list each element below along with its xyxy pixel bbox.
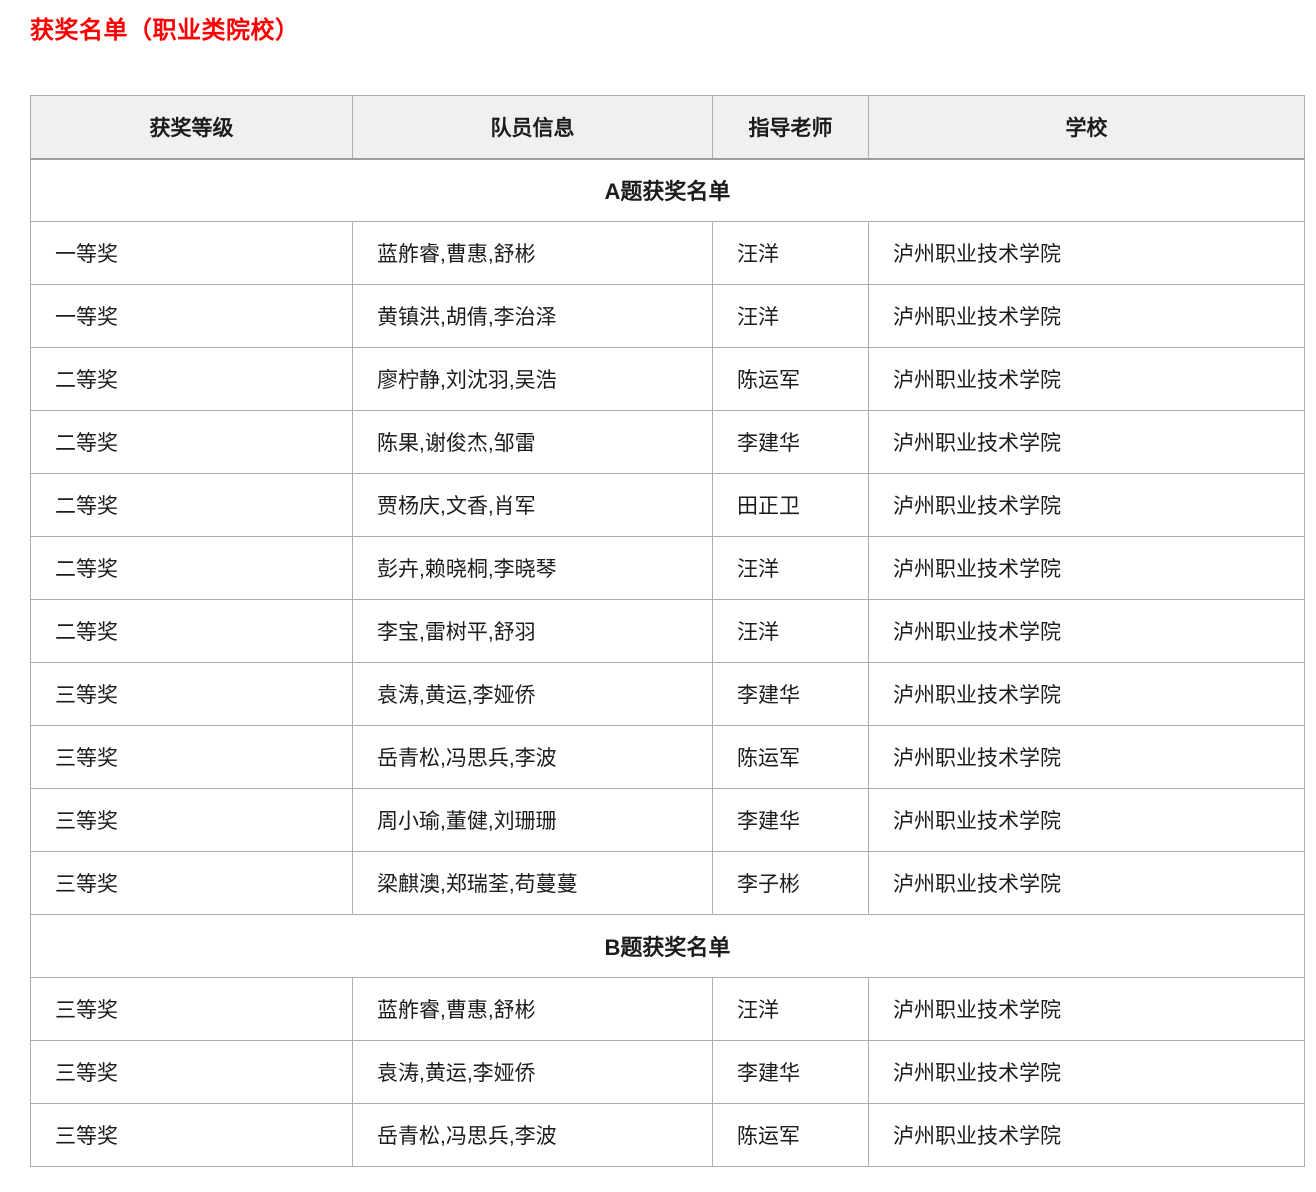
page-title: 获奖名单（职业类院校） — [30, 17, 300, 44]
award-level-cell: 三等奖 — [30, 1040, 353, 1104]
school-cell: 泸州职业技术学院 — [868, 788, 1305, 852]
award-level-cell: 三等奖 — [30, 725, 353, 789]
team-members-cell: 彭卉,赖晓桐,李晓琴 — [352, 536, 713, 600]
advisor-cell: 陈运军 — [712, 725, 869, 789]
school-cell: 泸州职业技术学院 — [868, 347, 1305, 411]
award-level-cell: 三等奖 — [30, 977, 353, 1041]
awards-table-body: A题获奖名单 一等奖 蓝舴睿,曹惠,舒彬 汪洋 泸州职业技术学院 一等奖 黄镇洪,胡倩,李治… — [30, 158, 1305, 1167]
table-row: 三等奖 蓝舴睿,曹惠,舒彬 汪洋 泸州职业技术学院 — [30, 977, 1305, 1041]
award-level-cell: 二等奖 — [30, 410, 353, 474]
team-members-cell: 陈果,谢俊杰,邹雷 — [352, 410, 713, 474]
table-row: 一等奖 黄镇洪,胡倩,李治泽 汪洋 泸州职业技术学院 — [30, 284, 1305, 348]
team-members-cell: 蓝舴睿,曹惠,舒彬 — [352, 221, 713, 285]
school-cell: 泸州职业技术学院 — [868, 1040, 1305, 1104]
column-header: 获奖等级 — [30, 95, 353, 160]
section-row: B题获奖名单 — [30, 914, 1305, 978]
table-row: 二等奖 贾杨庆,文香,肖军 田正卫 泸州职业技术学院 — [30, 473, 1305, 537]
award-level-cell: 二等奖 — [30, 473, 353, 537]
table-row: 二等奖 彭卉,赖晓桐,李晓琴 汪洋 泸州职业技术学院 — [30, 536, 1305, 600]
school-cell: 泸州职业技术学院 — [868, 662, 1305, 726]
advisor-cell: 汪洋 — [712, 536, 869, 600]
award-level-cell: 三等奖 — [30, 1103, 353, 1167]
team-members-cell: 蓝舴睿,曹惠,舒彬 — [352, 977, 713, 1041]
table-row: 三等奖 袁涛,黄运,李娅侨 李建华 泸州职业技术学院 — [30, 1040, 1305, 1104]
advisor-cell: 李建华 — [712, 788, 869, 852]
team-members-cell: 袁涛,黄运,李娅侨 — [352, 1040, 713, 1104]
school-cell: 泸州职业技术学院 — [868, 599, 1305, 663]
table-row: 三等奖 岳青松,冯思兵,李波 陈运军 泸州职业技术学院 — [30, 725, 1305, 789]
team-members-cell: 袁涛,黄运,李娅侨 — [352, 662, 713, 726]
award-level-cell: 二等奖 — [30, 536, 353, 600]
advisor-cell: 田正卫 — [712, 473, 869, 537]
advisor-cell: 李建华 — [712, 1040, 869, 1104]
award-level-cell: 一等奖 — [30, 284, 353, 348]
award-level-cell: 二等奖 — [30, 599, 353, 663]
advisor-cell: 汪洋 — [712, 599, 869, 663]
award-level-cell: 一等奖 — [30, 221, 353, 285]
school-cell: 泸州职业技术学院 — [868, 536, 1305, 600]
school-cell: 泸州职业技术学院 — [868, 410, 1305, 474]
advisor-cell: 李建华 — [712, 662, 869, 726]
table-row: 二等奖 陈果,谢俊杰,邹雷 李建华 泸州职业技术学院 — [30, 410, 1305, 474]
school-cell: 泸州职业技术学院 — [868, 1103, 1305, 1167]
team-members-cell: 周小瑜,董健,刘珊珊 — [352, 788, 713, 852]
section-row: A题获奖名单 — [30, 158, 1305, 222]
award-level-cell: 三等奖 — [30, 851, 353, 915]
table-row: 三等奖 岳青松,冯思兵,李波 陈运军 泸州职业技术学院 — [30, 1103, 1305, 1167]
table-row: 二等奖 李宝,雷树平,舒羽 汪洋 泸州职业技术学院 — [30, 599, 1305, 663]
column-header: 队员信息 — [352, 95, 713, 160]
team-members-cell: 贾杨庆,文香,肖军 — [352, 473, 713, 537]
advisor-cell: 汪洋 — [712, 284, 869, 348]
table-row: 三等奖 梁麒澳,郑瑞荃,苟蔓蔓 李子彬 泸州职业技术学院 — [30, 851, 1305, 915]
awards-table: 获奖等级 队员信息 指导老师 学校 A题获奖名单 一等奖 蓝舴睿,曹惠,舒彬 汪洋 泸州职业技… — [30, 95, 1305, 1167]
table-row: 三等奖 袁涛,黄运,李娅侨 李建华 泸州职业技术学院 — [30, 662, 1305, 726]
team-members-cell: 岳青松,冯思兵,李波 — [352, 725, 713, 789]
team-members-cell: 黄镇洪,胡倩,李治泽 — [352, 284, 713, 348]
advisor-cell: 陈运军 — [712, 347, 869, 411]
advisor-cell: 李建华 — [712, 410, 869, 474]
team-members-cell: 梁麒澳,郑瑞荃,苟蔓蔓 — [352, 851, 713, 915]
school-cell: 泸州职业技术学院 — [868, 284, 1305, 348]
table-row: 三等奖 周小瑜,董健,刘珊珊 李建华 泸州职业技术学院 — [30, 788, 1305, 852]
header-row: 获奖等级 队员信息 指导老师 学校 — [30, 95, 1305, 160]
award-level-cell: 三等奖 — [30, 662, 353, 726]
column-header: 指导老师 — [712, 95, 869, 160]
section-title: B题获奖名单 — [30, 914, 1305, 978]
school-cell: 泸州职业技术学院 — [868, 473, 1305, 537]
advisor-cell: 汪洋 — [712, 977, 869, 1041]
award-level-cell: 三等奖 — [30, 788, 353, 852]
advisor-cell: 汪洋 — [712, 221, 869, 285]
team-members-cell: 廖柠静,刘沈羽,吴浩 — [352, 347, 713, 411]
school-cell: 泸州职业技术学院 — [868, 851, 1305, 915]
school-cell: 泸州职业技术学院 — [868, 977, 1305, 1041]
advisor-cell: 李子彬 — [712, 851, 869, 915]
award-level-cell: 二等奖 — [30, 347, 353, 411]
section-title: A题获奖名单 — [30, 158, 1305, 222]
school-cell: 泸州职业技术学院 — [868, 221, 1305, 285]
column-header: 学校 — [868, 95, 1305, 160]
table-row: 二等奖 廖柠静,刘沈羽,吴浩 陈运军 泸州职业技术学院 — [30, 347, 1305, 411]
team-members-cell: 李宝,雷树平,舒羽 — [352, 599, 713, 663]
school-cell: 泸州职业技术学院 — [868, 725, 1305, 789]
table-row: 一等奖 蓝舴睿,曹惠,舒彬 汪洋 泸州职业技术学院 — [30, 221, 1305, 285]
advisor-cell: 陈运军 — [712, 1103, 869, 1167]
team-members-cell: 岳青松,冯思兵,李波 — [352, 1103, 713, 1167]
